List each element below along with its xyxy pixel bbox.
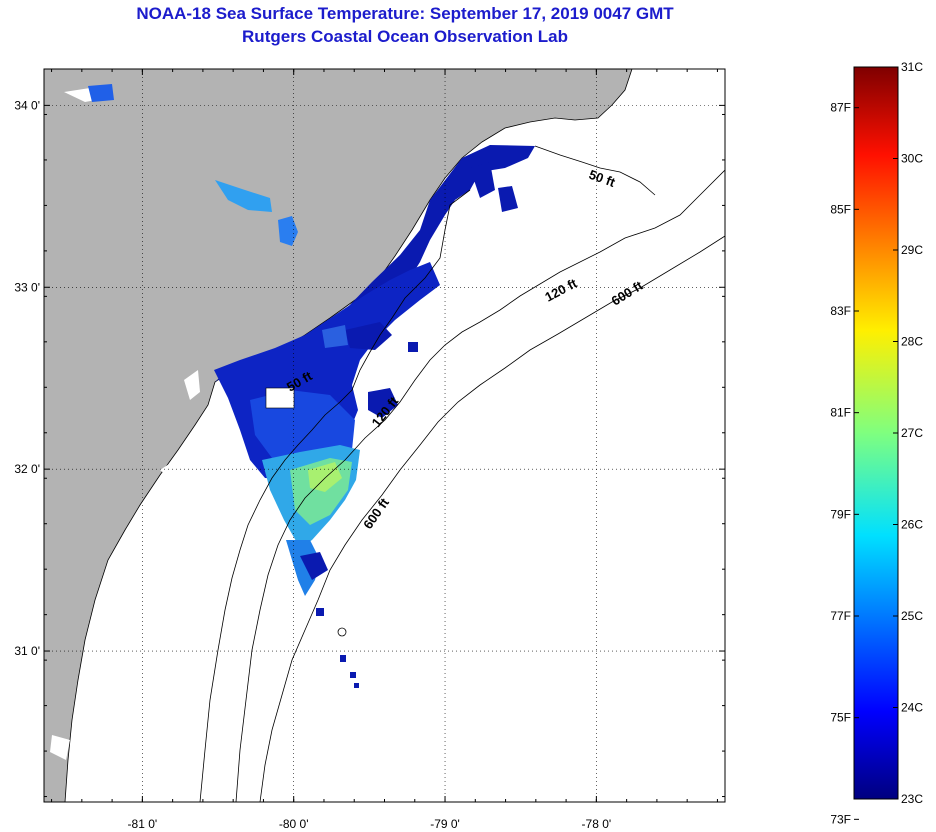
colorbar-label-c: 27C [901, 426, 923, 440]
axes: -81 0' -80 0' -79 0' -78 0' 34 0' 33 0' 32 0' 3… [14, 68, 725, 831]
colorbar-label-f: 81F [830, 406, 851, 420]
colorbar-label-f: 73F [830, 812, 851, 826]
colorbar-label-c: 25C [901, 609, 923, 623]
colorbar-label-c: 24C [901, 701, 923, 715]
inland-water [50, 735, 70, 760]
colorbar [853, 66, 899, 800]
lon-tick-label: -80 0' [279, 817, 309, 831]
contour-120ft [235, 169, 725, 802]
map-subtitle: Rutgers Coastal Ocean Observation Lab [242, 27, 568, 46]
colorbar-label-f: 77F [830, 609, 851, 623]
seamount-contour [337, 627, 347, 637]
contour-600ft [259, 235, 725, 802]
inland-water [160, 460, 175, 480]
colorbar-label-f: 87F [830, 101, 851, 115]
lon-tick-label: -79 0' [430, 817, 460, 831]
sst-patch [215, 180, 272, 212]
sst-patch [88, 84, 114, 102]
colorbar-label-f: 83F [830, 304, 851, 318]
colorbar-label-c: 28C [901, 335, 923, 349]
lon-tick-label: -81 0' [128, 817, 158, 831]
lat-tick-label: 32 0' [14, 462, 40, 476]
colorbar-label-c: 31C [901, 60, 923, 74]
sst-swath [214, 145, 535, 688]
map-title: NOAA-18 Sea Surface Temperature: Septemb… [136, 4, 674, 23]
colorbar-label-f: 85F [830, 202, 851, 216]
lat-tick-label: 33 0' [14, 280, 40, 294]
colorbar-label-f: 75F [830, 711, 851, 725]
lon-tick-label: -78 0' [582, 817, 612, 831]
gridlines [44, 69, 725, 802]
colorbar-label-c: 23C [901, 792, 923, 806]
sst-patch [278, 216, 298, 246]
colorbar-ticks: 31C 30C 29C 28C 27C 26C 25C 24C 23C 87F 85F 83F 81F 7… [830, 60, 923, 826]
inland-water [64, 88, 96, 102]
colorbar-label-c: 26C [901, 518, 923, 532]
lat-tick-label: 34 0' [14, 98, 40, 112]
colorbar-label-c: 29C [901, 243, 923, 257]
colorbar-label-c: 30C [901, 152, 923, 166]
inland-water [184, 370, 200, 400]
contour-50ft [199, 145, 656, 802]
colorbar-label-f: 79F [830, 507, 851, 521]
lat-tick-label: 31 0' [14, 644, 40, 658]
